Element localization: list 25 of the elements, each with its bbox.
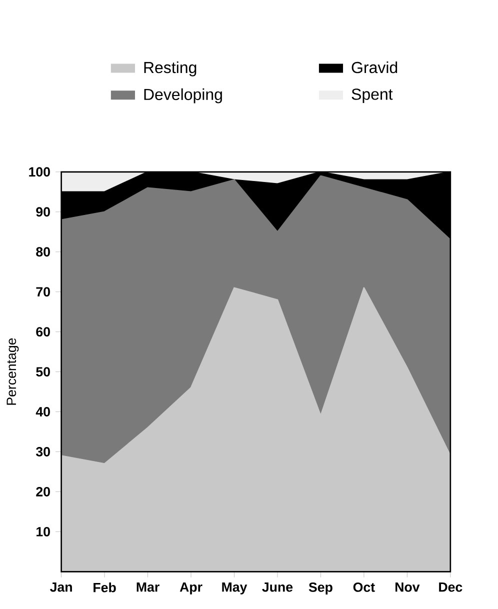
x-tick-label: May [222, 582, 247, 594]
x-tick-label: Oct [353, 582, 375, 592]
x-tick-label: Sep [308, 582, 332, 595]
y-tick-label: 90 [36, 207, 50, 217]
x-tick-label: Mar [136, 582, 160, 592]
legend-label: Gravid [352, 61, 397, 74]
y-tick-label: 40 [36, 407, 50, 416]
x-tick-label: Apr [180, 582, 202, 594]
y-axis-title: Percentage [6, 338, 19, 405]
x-tick-label: Dec [438, 582, 462, 592]
y-tick-label: 30 [36, 447, 50, 456]
y-tick-label: 10 [36, 526, 50, 536]
x-tick-label: Nov [395, 582, 420, 592]
x-tick-label: Jan [50, 582, 72, 592]
y-tick-label: 80 [36, 247, 50, 257]
y-tick-label: 50 [36, 367, 50, 377]
x-tick-label: Feb [93, 582, 116, 592]
legend-label: Developing [144, 88, 222, 104]
legend-label: Spent [352, 88, 393, 104]
y-tick-label: 70 [36, 287, 50, 297]
y-tick-label: 20 [36, 487, 50, 496]
y-tick-label: 100 [28, 167, 50, 177]
x-tick-label: June [262, 582, 292, 592]
y-tick-label: 60 [36, 327, 50, 337]
legend-label: Resting [144, 61, 196, 76]
